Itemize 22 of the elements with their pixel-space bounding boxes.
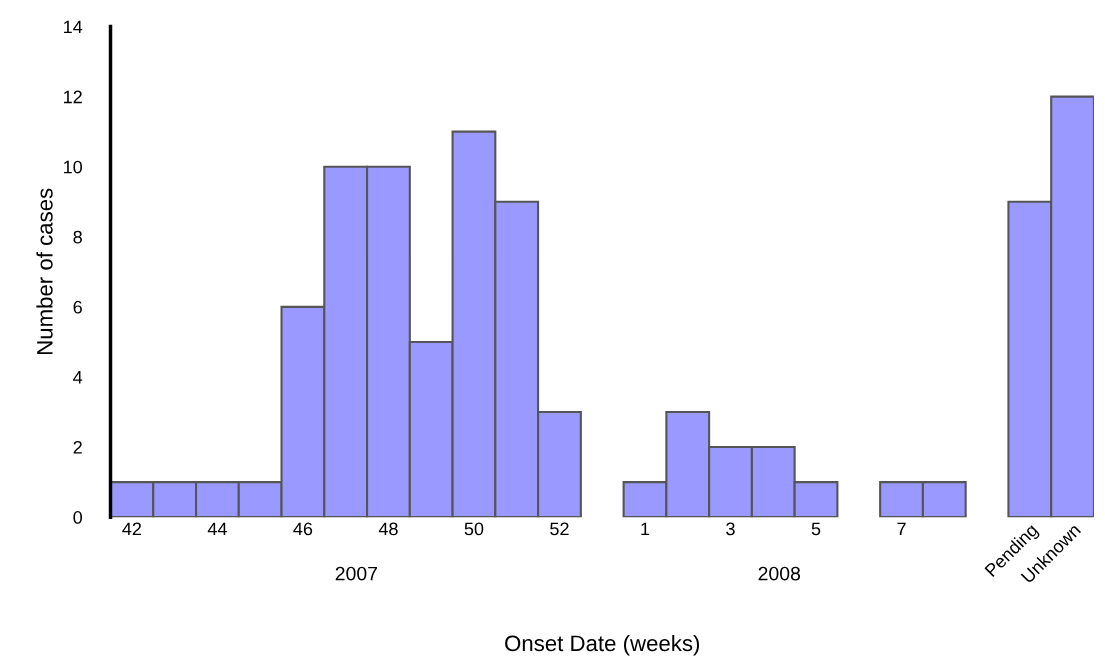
y-tick-label: 8 — [73, 230, 82, 244]
x-tick-label: 1 — [641, 522, 650, 536]
x-tick-label: 3 — [726, 522, 735, 536]
x-tick-label: 52 — [550, 522, 569, 536]
x-tick-label: 48 — [378, 522, 398, 536]
text: 2007 — [335, 566, 378, 581]
y-tick-label: 2 — [73, 440, 82, 454]
x-tick-label: 42 — [122, 522, 142, 536]
y-tick-label: 12 — [64, 90, 82, 104]
y-tick-label: 6 — [73, 300, 82, 314]
y-tick-label: 10 — [64, 160, 83, 174]
y-axis-title: Number of cases — [36, 188, 53, 354]
x-tick-label: 44 — [207, 522, 227, 536]
x-tick-label: 7 — [897, 522, 906, 536]
x-axis-title: Onset Date (weeks) — [505, 634, 700, 656]
x-tick-label: 5 — [811, 522, 821, 536]
x-tick-label: 46 — [293, 522, 313, 536]
x-tick-label: 50 — [464, 522, 484, 536]
y-tick-label: 14 — [64, 20, 83, 34]
text: 2008 — [758, 566, 801, 581]
y-tick-label: 4 — [73, 371, 83, 384]
y-tick-label: 0 — [73, 511, 83, 524]
